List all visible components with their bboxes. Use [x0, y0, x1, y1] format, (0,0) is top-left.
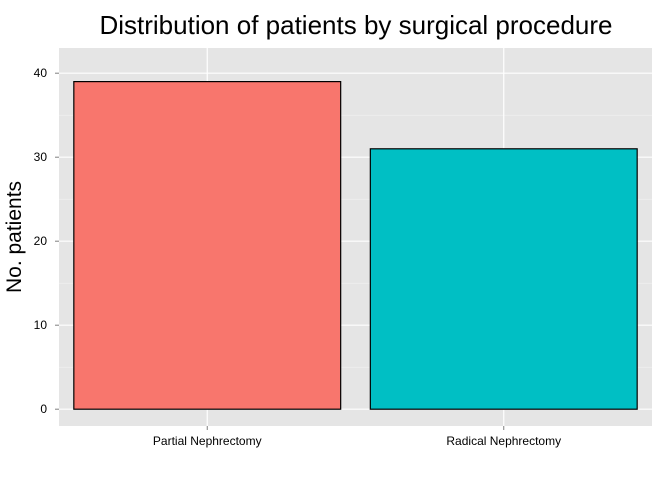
y-axis: 0 10 20 30 40 [34, 66, 59, 416]
y-tick-label: 30 [34, 150, 48, 164]
x-axis: Partial Nephrectomy Radical Nephrectomy [153, 426, 561, 448]
bar-radical-nephrectomy [369, 148, 638, 410]
chart-title: Distribution of patients by surgical pro… [99, 10, 612, 40]
x-tick-label: Partial Nephrectomy [153, 434, 262, 448]
y-tick-label: 40 [34, 66, 48, 80]
y-tick-label: 0 [40, 402, 47, 416]
bar-partial-nephrectomy [73, 80, 342, 410]
y-tick-label: 10 [34, 318, 48, 332]
bars [73, 80, 638, 410]
y-tick-label: 20 [34, 234, 48, 248]
x-tick-label: Radical Nephrectomy [446, 434, 561, 448]
y-axis-title: No. patients [3, 181, 26, 293]
